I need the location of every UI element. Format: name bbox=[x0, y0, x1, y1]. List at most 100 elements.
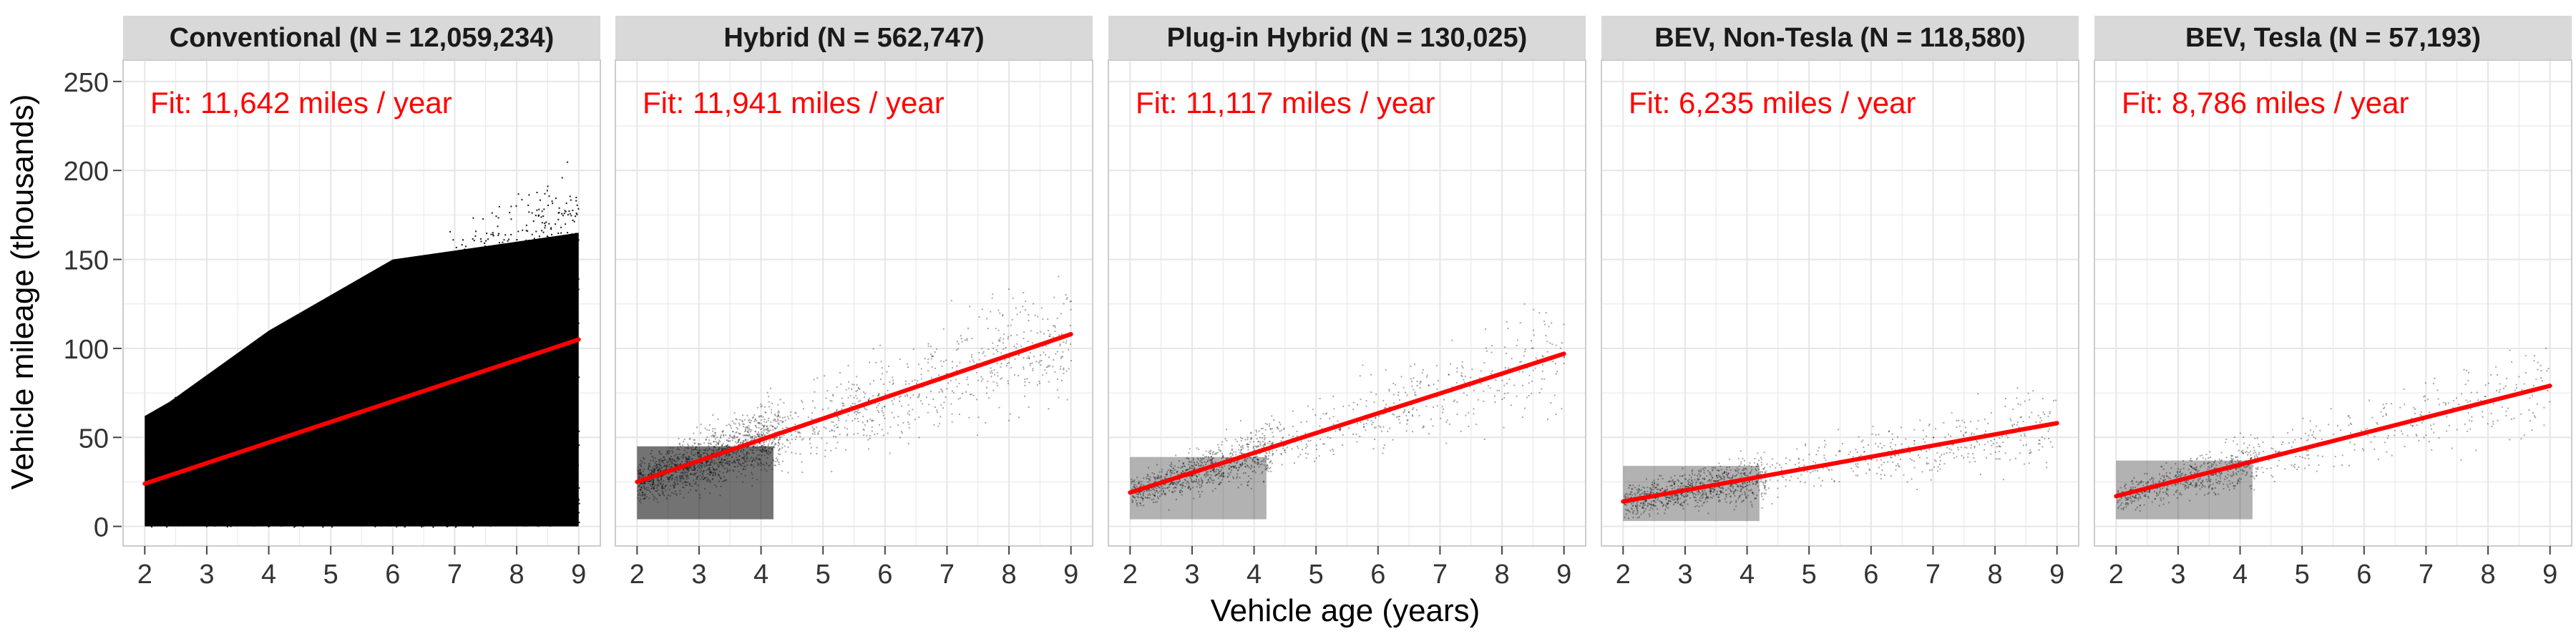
scatter-point bbox=[558, 207, 560, 209]
scatter-point bbox=[486, 233, 488, 235]
scatter-point bbox=[508, 238, 510, 240]
scatter-point bbox=[572, 219, 574, 221]
scatter-point bbox=[487, 238, 489, 240]
scatter-point bbox=[464, 245, 467, 248]
scatter-point bbox=[503, 239, 505, 241]
scatter-point bbox=[515, 205, 517, 207]
scatter-point bbox=[542, 231, 545, 233]
scatter-point bbox=[560, 226, 562, 228]
scatter-point bbox=[569, 213, 571, 215]
scatter-point bbox=[540, 216, 542, 218]
scatter-point bbox=[491, 212, 493, 214]
scatter-point bbox=[555, 197, 557, 200]
scatter-point bbox=[575, 200, 577, 202]
y-tick-label: 200 bbox=[64, 157, 109, 187]
scatter-point bbox=[546, 190, 548, 192]
scatter-point bbox=[455, 246, 457, 248]
scatter-point bbox=[575, 213, 577, 215]
scatter-point bbox=[498, 205, 500, 208]
scatter-point bbox=[569, 195, 571, 197]
scatter-point bbox=[576, 204, 578, 206]
scatter-point bbox=[472, 238, 474, 240]
scatter-point bbox=[567, 214, 569, 216]
scatter-point bbox=[578, 522, 580, 524]
scatter-point bbox=[550, 227, 552, 229]
scatter-point bbox=[497, 234, 499, 236]
scatter-point bbox=[570, 199, 572, 201]
scatter-point bbox=[527, 204, 530, 206]
scatter-point bbox=[492, 233, 494, 235]
scatter-point bbox=[521, 199, 523, 201]
scatter-point bbox=[538, 235, 540, 238]
scatter-point bbox=[516, 239, 518, 240]
scatter-point bbox=[421, 526, 423, 528]
scatter-point bbox=[525, 230, 527, 232]
scatter-point bbox=[557, 212, 560, 214]
scatter-point bbox=[547, 185, 549, 187]
scatter-point bbox=[575, 197, 577, 198]
scatter-point bbox=[547, 236, 549, 238]
scatter-point bbox=[482, 218, 484, 220]
scatter-point bbox=[461, 244, 463, 246]
scatter-point bbox=[484, 242, 486, 244]
scatter-point bbox=[498, 233, 500, 235]
scatter-point bbox=[578, 512, 580, 514]
scatter-point bbox=[575, 215, 577, 218]
scatter-point bbox=[374, 525, 376, 527]
scatter-point bbox=[576, 213, 578, 215]
scatter-point bbox=[510, 233, 512, 235]
scatter-point bbox=[538, 214, 540, 216]
facet-panel: Conventional (N = 12,059,234)Fit: 11,642… bbox=[122, 16, 601, 590]
scatter-point bbox=[452, 239, 454, 241]
scatter-point bbox=[472, 217, 474, 219]
scatter-point bbox=[568, 210, 570, 212]
scatter-point bbox=[525, 224, 527, 226]
scatter-point bbox=[541, 222, 543, 224]
scatter-point bbox=[544, 192, 546, 195]
scatter-point bbox=[166, 526, 167, 528]
scatter-point bbox=[541, 230, 543, 232]
scatter-point bbox=[547, 205, 549, 206]
scatter-point bbox=[497, 225, 499, 228]
scatter-point bbox=[449, 230, 452, 233]
scatter-point bbox=[531, 212, 533, 214]
y-tick-label: 50 bbox=[79, 424, 109, 454]
scatter-point bbox=[544, 223, 546, 225]
facet-title: Conventional (N = 12,059,234) bbox=[170, 23, 554, 53]
y-tick-label: 0 bbox=[94, 513, 109, 543]
scatter-point bbox=[497, 217, 499, 219]
scatter-point bbox=[502, 241, 504, 243]
y-tick-label: 150 bbox=[64, 246, 109, 276]
scatter-point bbox=[552, 203, 554, 205]
scatter-point bbox=[555, 223, 557, 225]
scatter-point bbox=[548, 223, 550, 225]
scatter-point bbox=[495, 215, 497, 218]
scatter-point bbox=[432, 526, 434, 528]
scatter-point bbox=[499, 242, 500, 244]
scatter-point bbox=[560, 232, 562, 234]
scatter-point bbox=[535, 230, 537, 233]
scatter-point bbox=[492, 235, 494, 237]
scatter-point bbox=[480, 240, 482, 243]
scatter-point bbox=[507, 240, 509, 242]
scatter-point bbox=[537, 215, 540, 217]
scatter-point bbox=[536, 192, 538, 193]
scatter-point bbox=[527, 230, 529, 232]
scatter-point bbox=[533, 238, 535, 240]
scatter-point bbox=[550, 228, 552, 230]
scatter-point bbox=[331, 526, 333, 528]
scatter-point bbox=[485, 240, 487, 242]
scatter-point bbox=[528, 211, 530, 213]
scatter-point bbox=[565, 223, 567, 225]
scatter-point bbox=[473, 240, 475, 242]
y-tick-label: 100 bbox=[64, 335, 109, 365]
scatter-point bbox=[557, 233, 560, 234]
scatter-point bbox=[454, 526, 457, 528]
scatter-point bbox=[522, 229, 524, 231]
scatter-point bbox=[538, 208, 540, 210]
scatter-point bbox=[490, 233, 492, 235]
scatter-point bbox=[510, 205, 512, 208]
scatter-point bbox=[293, 526, 296, 528]
scatter-point bbox=[517, 230, 519, 233]
scatter-point bbox=[474, 235, 477, 237]
